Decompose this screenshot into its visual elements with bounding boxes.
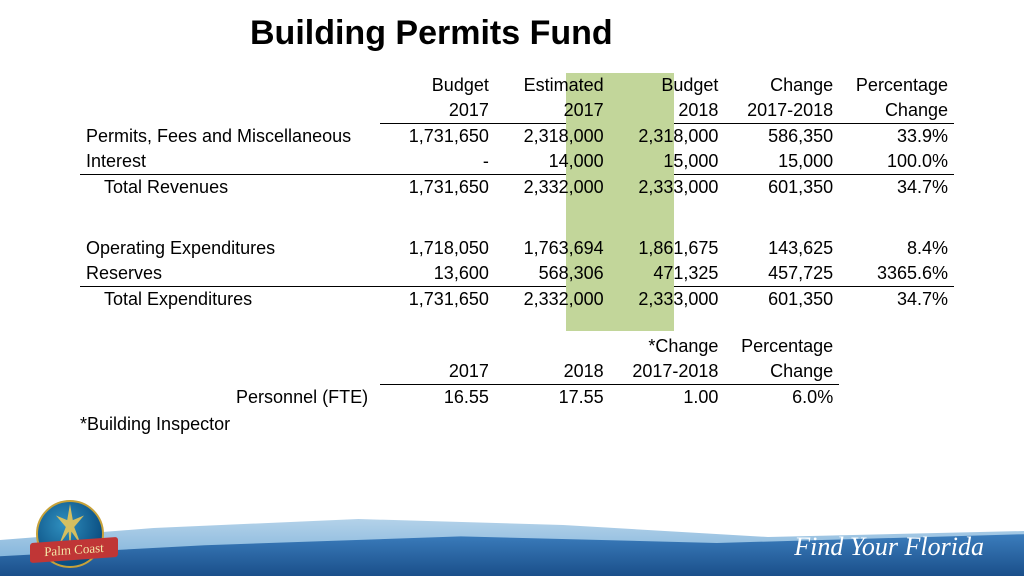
cell: 15,000 [724, 149, 839, 175]
city-seal-icon: Palm Coast [30, 498, 118, 570]
col-subheader: 2017 [495, 98, 610, 124]
cell: 3365.6% [839, 261, 954, 287]
sub-row-label: Personnel (FTE) [80, 385, 380, 411]
col-header: Budget [610, 73, 725, 98]
row-label: Reserves [80, 261, 380, 287]
col-header: Change [724, 73, 839, 98]
tagline: Find Your Florida [794, 532, 984, 562]
cell: 1,731,650 [380, 175, 495, 201]
sub-col-subheader: 2018 [495, 359, 610, 385]
cell: 1.00 [610, 385, 725, 411]
cell: 2,318,000 [610, 124, 725, 150]
cell: - [380, 149, 495, 175]
cell: 2,332,000 [495, 287, 610, 313]
col-subheader: 2017-2018 [724, 98, 839, 124]
cell: 2,333,000 [610, 287, 725, 313]
cell: 100.0% [839, 149, 954, 175]
cell: 1,861,675 [610, 236, 725, 261]
cell: 471,325 [610, 261, 725, 287]
cell: 601,350 [724, 287, 839, 313]
cell: 1,731,650 [380, 124, 495, 150]
cell: 15,000 [610, 149, 725, 175]
cell: 16.55 [380, 385, 495, 411]
total-label: Total Expenditures [80, 287, 380, 313]
sub-col-subheader: Change [724, 359, 839, 385]
cell: 1,731,650 [380, 287, 495, 313]
col-header: Estimated [495, 73, 610, 98]
budget-table: Budget Estimated Budget Change Percentag… [80, 73, 954, 410]
sub-col-header [495, 334, 610, 359]
cell: 457,725 [724, 261, 839, 287]
sub-col-subheader: 2017 [380, 359, 495, 385]
cell: 14,000 [495, 149, 610, 175]
cell: 8.4% [839, 236, 954, 261]
cell: 13,600 [380, 261, 495, 287]
sub-col-header: Percentage [724, 334, 839, 359]
cell: 2,318,000 [495, 124, 610, 150]
cell: 601,350 [724, 175, 839, 201]
footnote: *Building Inspector [80, 410, 954, 435]
col-subheader: Change [839, 98, 954, 124]
cell: 6.0% [724, 385, 839, 411]
sub-col-subheader: 2017-2018 [610, 359, 725, 385]
row-label: Operating Expenditures [80, 236, 380, 261]
col-subheader: 2018 [610, 98, 725, 124]
cell: 1,763,694 [495, 236, 610, 261]
page-title: Building Permits Fund [0, 0, 1024, 53]
cell: 2,332,000 [495, 175, 610, 201]
cell: 33.9% [839, 124, 954, 150]
cell: 568,306 [495, 261, 610, 287]
col-subheader: 2017 [380, 98, 495, 124]
sub-col-header: *Change [610, 334, 725, 359]
cell: 34.7% [839, 175, 954, 201]
row-label: Permits, Fees and Miscellaneous [80, 124, 380, 150]
total-label: Total Revenues [80, 175, 380, 201]
col-header: Percentage [839, 73, 954, 98]
sub-col-header [380, 334, 495, 359]
cell: 17.55 [495, 385, 610, 411]
cell: 586,350 [724, 124, 839, 150]
row-label: Interest [80, 149, 380, 175]
footer: Palm Coast Find Your Florida [0, 496, 1024, 576]
cell: 34.7% [839, 287, 954, 313]
cell: 143,625 [724, 236, 839, 261]
col-header: Budget [380, 73, 495, 98]
cell: 1,718,050 [380, 236, 495, 261]
content-area: Budget Estimated Budget Change Percentag… [0, 53, 1024, 435]
cell: 2,333,000 [610, 175, 725, 201]
